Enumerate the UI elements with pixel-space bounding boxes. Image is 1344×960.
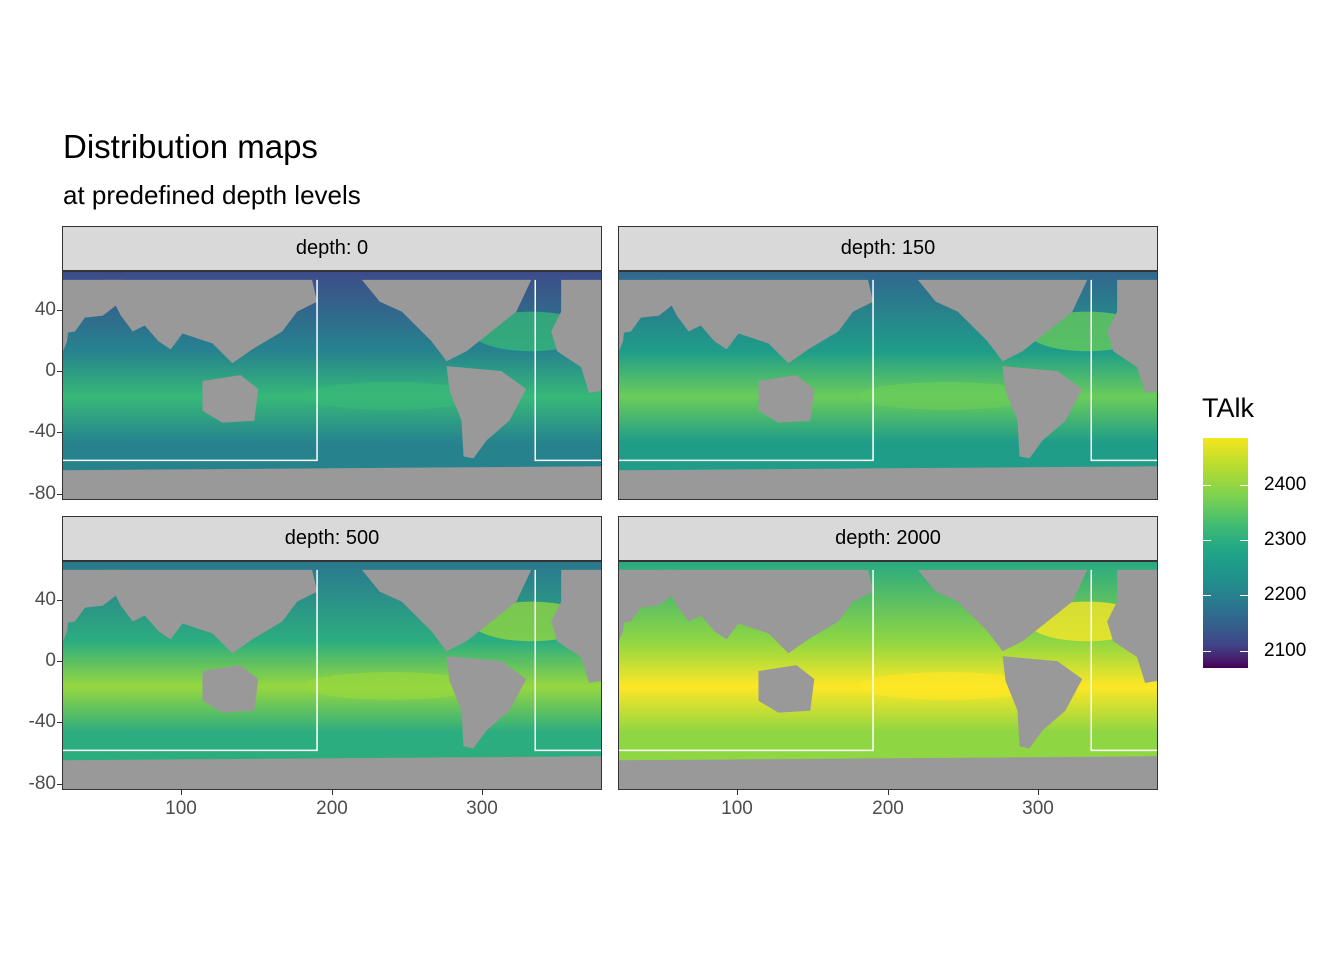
ocean-map [618,561,1158,790]
chart-subtitle: at predefined depth levels [63,180,361,210]
land-mass [1002,656,1083,749]
x-tick-mark [1038,790,1039,795]
land-mass [63,279,123,334]
facet-panel: depth: 150 [618,226,1158,500]
land-mass [446,656,527,749]
land-mass [102,569,318,654]
legend-tick [1203,485,1248,486]
legend-label: 2400 [1264,474,1307,495]
land-mass [917,279,1088,362]
land-mass [658,569,874,654]
x-tick-mark [181,790,182,795]
land-mass [202,375,259,423]
land-mass [619,466,1157,499]
y-tick-label: 40 [34,589,56,610]
y-tick-mark [57,432,62,433]
land-mass [63,466,601,499]
y-tick-label: 0 [45,650,56,671]
land-mass [63,756,601,789]
y-tick-mark [57,371,62,372]
legend-label: 2200 [1264,584,1307,605]
x-tick-mark [888,790,889,795]
y-tick-label: 40 [34,299,56,320]
legend-tick [1203,540,1248,541]
ocean-map [62,561,602,790]
land-mass [758,665,815,713]
y-tick-mark [57,600,62,601]
y-tick-label: -40 [28,421,56,442]
land-mass [361,569,532,652]
land-mass [551,569,601,683]
land-mass [1002,366,1083,459]
legend-title: TAlk [1202,393,1254,423]
land-mass [1107,279,1157,393]
legend-tick [1203,595,1248,596]
land-mass [446,366,527,459]
x-tick-label: 300 [1022,798,1054,819]
land-mass [361,279,532,362]
basin-boundary [63,279,601,462]
y-tick-mark [57,661,62,662]
x-tick-label: 300 [466,798,498,819]
legend-tick [1203,651,1248,652]
x-tick-mark [737,790,738,795]
y-tick-mark [57,784,62,785]
x-tick-label: 100 [721,798,753,819]
y-tick-label: -40 [28,711,56,732]
facet-strip-label: depth: 2000 [618,516,1158,561]
high-alkalinity-band [858,382,1038,410]
land-mass [63,299,71,352]
x-tick-label: 200 [316,798,348,819]
chart-title: Distribution maps [63,128,318,165]
land-mass [658,279,874,364]
ocean-map [618,271,1158,500]
legend-label: 2100 [1264,640,1307,661]
y-tick-label: 0 [45,360,56,381]
facet-strip-label: depth: 500 [62,516,602,561]
land-mass [619,279,679,334]
basin-boundary [619,279,1157,462]
facet-panel: depth: 500 [62,516,602,790]
land-mass [202,665,259,713]
land-mass [102,279,318,364]
land-mass [619,589,627,642]
facet-panel: depth: 0 [62,226,602,500]
facet-strip-label: depth: 150 [618,226,1158,271]
land-mass [63,589,71,642]
x-tick-mark [482,790,483,795]
high-alkalinity-band [302,672,482,700]
land-mass [1107,569,1157,683]
y-tick-mark [57,494,62,495]
high-alkalinity-band [302,382,482,410]
legend-label: 2300 [1264,529,1307,550]
facet-strip-label: depth: 0 [62,226,602,271]
y-tick-label: -80 [28,773,56,794]
ocean-map [62,271,602,500]
land-mass [619,569,679,624]
high-alkalinity-band [858,672,1038,700]
x-tick-label: 200 [872,798,904,819]
land-mass [551,279,601,393]
x-tick-label: 100 [165,798,197,819]
facet-panel: depth: 2000 [618,516,1158,790]
legend-colorbar [1203,438,1248,668]
land-mass [63,569,123,624]
land-mass [758,375,815,423]
basin-boundary [619,569,1157,752]
x-tick-mark [332,790,333,795]
y-tick-mark [57,310,62,311]
land-mass [917,569,1088,652]
land-mass [619,299,627,352]
basin-boundary [63,569,601,752]
land-mass [619,756,1157,789]
y-tick-label: -80 [28,483,56,504]
y-tick-mark [57,722,62,723]
